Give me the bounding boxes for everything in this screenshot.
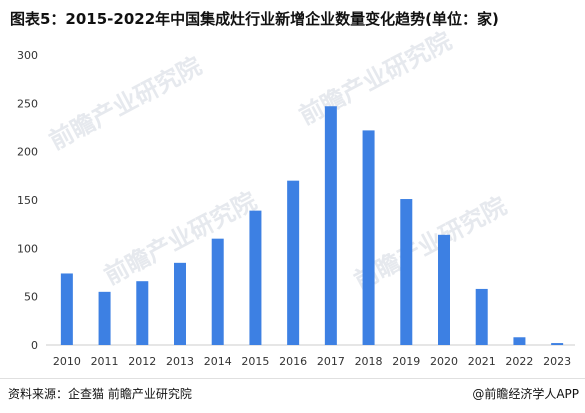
x-tick-label: 2012 xyxy=(128,355,156,368)
x-tick-label: 2019 xyxy=(392,355,420,368)
y-tick-label: 150 xyxy=(17,194,38,207)
brand-credit: @前瞻经济学人APP xyxy=(472,387,579,401)
bar-2015 xyxy=(249,210,262,345)
footer-divider xyxy=(0,378,585,379)
y-tick-label: 50 xyxy=(24,291,38,304)
x-tick-label: 2011 xyxy=(91,355,119,368)
x-axis: 2010 2011 2012 2013 2014 2015 2016 2017 2018 2019… xyxy=(53,355,571,368)
bar-2016 xyxy=(287,180,300,345)
x-tick-label: 2022 xyxy=(505,355,533,368)
y-tick-label: 300 xyxy=(17,49,38,62)
x-tick-label: 2014 xyxy=(204,355,232,368)
y-axis: 0 50 100 150 200 250 300 xyxy=(17,49,38,352)
x-tick-label: 2020 xyxy=(430,355,458,368)
y-tick-label: 200 xyxy=(17,146,38,159)
x-tick-label: 2018 xyxy=(355,355,383,368)
bar-2014 xyxy=(211,238,224,345)
bar-2012 xyxy=(136,281,149,345)
x-tick-label: 2021 xyxy=(468,355,496,368)
x-tick-label: 2016 xyxy=(279,355,307,368)
x-tick-label: 2013 xyxy=(166,355,194,368)
bar-2022 xyxy=(513,337,526,345)
bar-2018 xyxy=(362,130,375,345)
y-tick-label: 250 xyxy=(17,97,38,110)
watermark-text: 前瞻产业研究院 xyxy=(295,27,456,131)
bar-2010 xyxy=(60,273,73,345)
bar-2023 xyxy=(551,343,564,345)
bar-2011 xyxy=(98,291,111,345)
x-tick-label: 2010 xyxy=(53,355,81,368)
x-tick-label: 2015 xyxy=(241,355,269,368)
bar-2019 xyxy=(400,199,413,345)
bar-2013 xyxy=(174,262,186,345)
bar-2021 xyxy=(475,288,488,345)
watermark-text: 前瞻产业研究院 xyxy=(45,52,206,156)
source-note: 资料来源：企查猫 前瞻产业研究院 xyxy=(8,387,192,401)
bar-2017 xyxy=(324,106,337,345)
y-tick-label: 0 xyxy=(31,339,38,352)
x-tick-label: 2023 xyxy=(543,355,571,368)
x-tick-label: 2017 xyxy=(317,355,345,368)
bar-series xyxy=(60,106,564,345)
bar-2020 xyxy=(438,234,450,345)
y-tick-label: 100 xyxy=(17,242,38,255)
chart-title: 图表5：2015-2022年中国集成灶行业新增企业数量变化趋势(单位：家) xyxy=(10,10,499,28)
